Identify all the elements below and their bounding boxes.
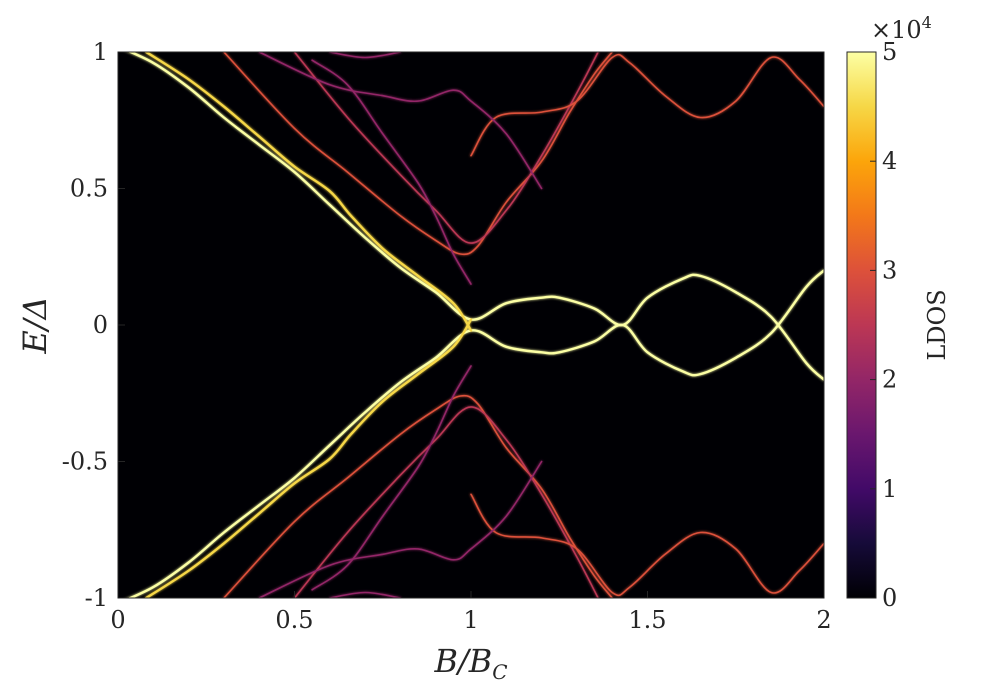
y-tick-label: -1 [85, 584, 108, 612]
y-tick-label: 0 [93, 311, 108, 339]
ldos-band-6 [293, 52, 599, 244]
colorbar-tick-label: 5 [882, 38, 897, 66]
colorbar-exponent: ×104 [871, 13, 932, 44]
ldos-band-4 [223, 52, 613, 256]
ldos-band-3 [145, 318, 473, 598]
y-tick-label: -0.5 [62, 448, 108, 476]
colorbar-tick-label: 1 [882, 475, 897, 503]
ldos-band-10 [258, 52, 543, 190]
colorbar-label: LDOS [923, 289, 951, 360]
ldos-band-0 [127, 52, 824, 381]
x-tick-label: 1 [463, 606, 478, 634]
plot-frame [117, 51, 825, 599]
ldos-band-2 [145, 52, 473, 332]
ldos-band-7 [293, 406, 599, 598]
x-tick-label: 0.5 [275, 606, 313, 634]
ldos-band-8 [470, 53, 824, 157]
ldos-band-5 [223, 394, 613, 598]
plot-background [118, 52, 824, 598]
ldos-band-12 [329, 52, 402, 59]
colorbar-ticks: 0 1 2 3 4 5 [870, 38, 897, 612]
ldos-band-1 [127, 269, 824, 598]
ldos-band-11 [258, 460, 543, 598]
x-axis: 0 0.5 1 1.5 2 [110, 591, 832, 634]
x-tick-label: 0 [110, 606, 125, 634]
colorbar-tick-label: 0 [882, 584, 897, 612]
ldos-band-15 [311, 365, 472, 591]
colorbar-exponent-power: 4 [922, 13, 932, 32]
y-tick-label: 0.5 [70, 175, 108, 203]
y-tick-label: 1 [93, 38, 108, 66]
y-axis: -1 -0.5 0 0.5 1 [62, 38, 125, 612]
ldos-band-14 [311, 59, 472, 285]
colorbar-tick-label: 4 [882, 147, 897, 175]
ldos-curves [127, 52, 824, 598]
colorbar-exponent-base: ×10 [871, 16, 922, 44]
ldos-band-13 [329, 591, 402, 598]
colorbar-tick-label: 2 [882, 366, 897, 394]
colorbar [846, 51, 877, 599]
colorbar-tick-label: 3 [882, 256, 897, 284]
x-axis-label: B/BC [433, 642, 507, 684]
y-axis-label: E/Δ [16, 296, 54, 354]
x-tick-label: 2 [816, 606, 831, 634]
ldos-band-9 [470, 493, 824, 597]
x-tick-label: 1.5 [628, 606, 666, 634]
